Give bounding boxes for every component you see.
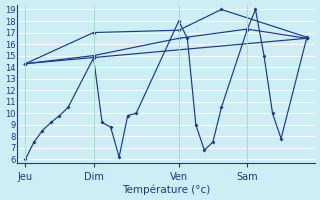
X-axis label: Température (°c): Température (°c) (122, 185, 210, 195)
